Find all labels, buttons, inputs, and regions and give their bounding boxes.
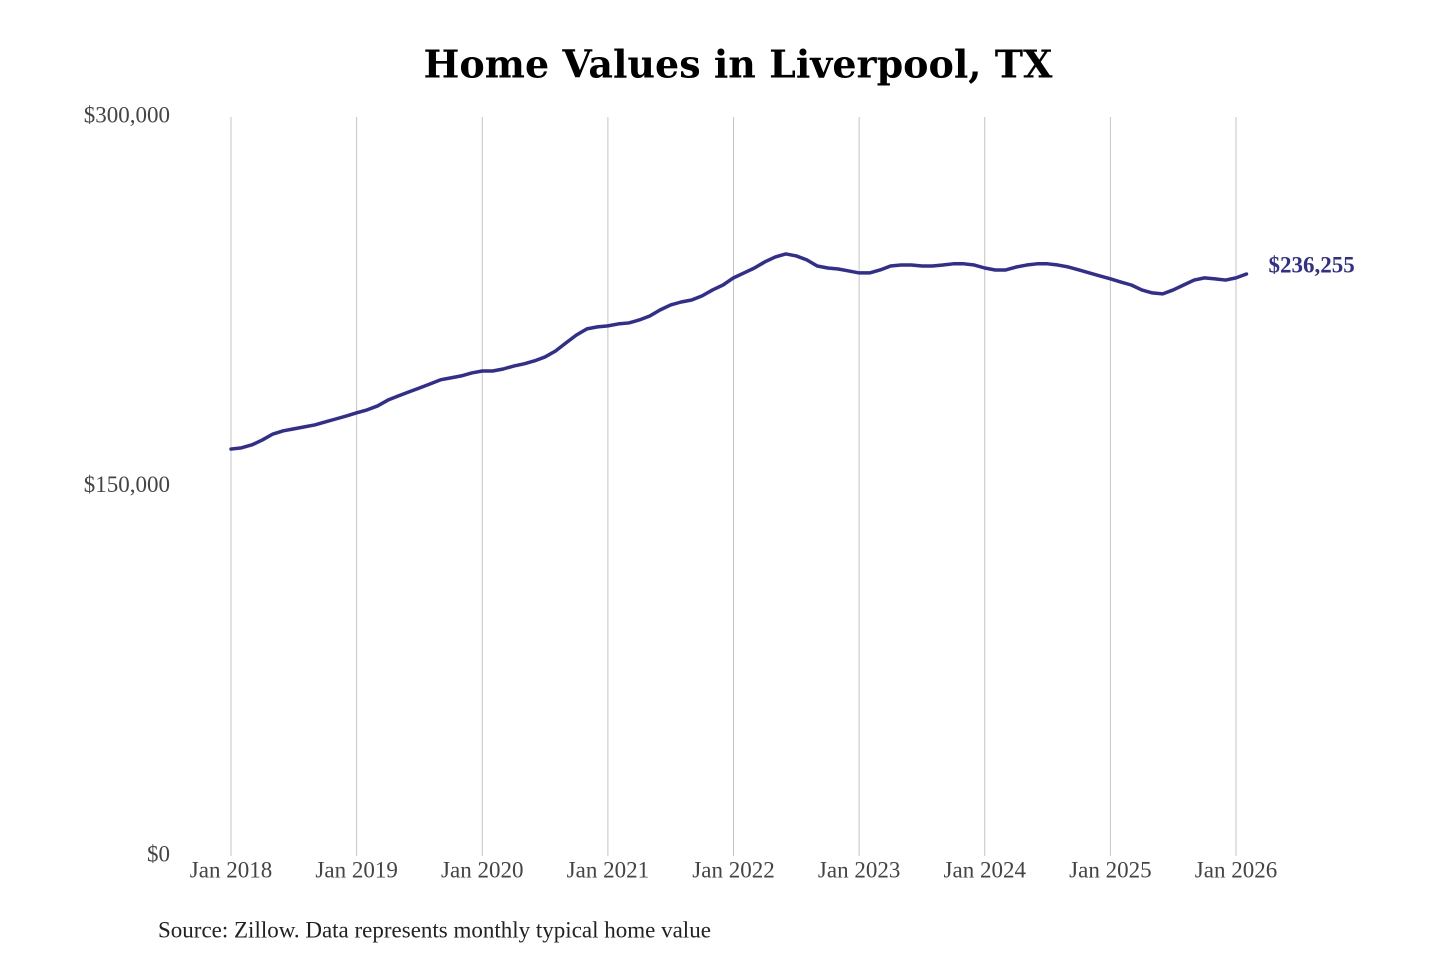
x-tick-label: Jan 2026 xyxy=(1195,857,1277,882)
chart-title: Home Values in Liverpool, TX xyxy=(424,42,1054,87)
x-tick-label: Jan 2022 xyxy=(692,857,774,882)
y-tick-label: $0 xyxy=(147,841,170,866)
source-note: Source: Zillow. Data represents monthly … xyxy=(158,917,711,942)
x-tick-label: Jan 2024 xyxy=(944,857,1027,882)
y-tick-label: $300,000 xyxy=(84,102,170,127)
x-tick-label: Jan 2020 xyxy=(441,857,523,882)
x-tick-label: Jan 2023 xyxy=(818,857,900,882)
line xyxy=(229,252,1249,451)
x-tick-label: Jan 2019 xyxy=(315,857,397,882)
x-tick-label: Jan 2018 xyxy=(190,857,272,882)
x-tick-label: Jan 2021 xyxy=(567,857,649,882)
x-tick-label: Jan 2025 xyxy=(1069,857,1151,882)
y-tick-label: $150,000 xyxy=(84,472,170,497)
end-value-label: $236,255 xyxy=(1268,252,1354,277)
